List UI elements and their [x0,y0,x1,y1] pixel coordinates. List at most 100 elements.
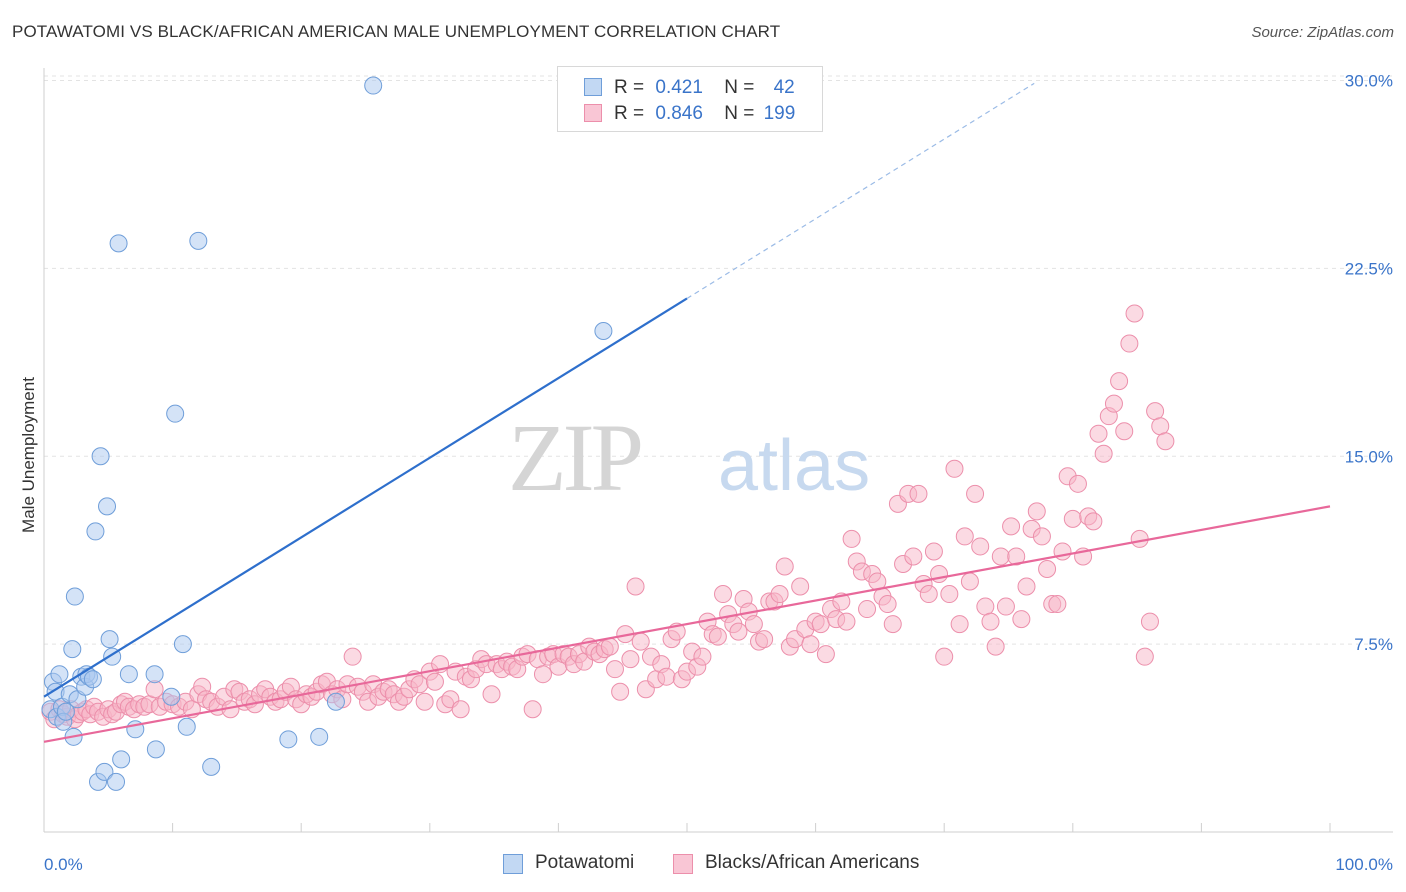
data-point [1002,517,1021,536]
data-point [364,76,383,95]
data-point [91,447,110,466]
data-point [611,682,630,701]
data-point [1125,304,1144,323]
legend-r-value: 0.421 [655,77,703,98]
y-axis-label: Male Unemployment [19,377,38,533]
data-point [1115,422,1134,441]
data-point [451,700,470,719]
data-point [950,615,969,634]
data-point [146,740,165,759]
data-point [166,404,185,423]
data-point [842,529,861,548]
legend-swatch-blue [584,78,602,96]
correlation-legend: R = 0.421 N = 42 R = 0.846 N = 199 [557,66,823,132]
data-point [991,547,1010,566]
data-point [924,542,943,561]
watermark-atlas: atlas [718,426,870,506]
data-point [1110,372,1129,391]
data-point [177,717,196,736]
data-point [1120,334,1139,353]
data-point [1012,610,1031,629]
data-point [533,665,552,684]
data-point [523,700,542,719]
data-point [50,665,69,684]
data-point [343,647,362,666]
data-point [996,597,1015,616]
data-point [791,577,810,596]
legend-n-label: N = [724,103,755,124]
data-point [981,612,1000,631]
data-point [63,640,82,659]
x-tick-label: 0.0% [44,855,83,874]
data-point [56,702,75,721]
data-point [904,547,923,566]
data-point [1032,527,1051,546]
y-tick-label: 15.0% [1345,447,1393,466]
legend-r-label: R = [614,103,645,124]
data-point [594,322,613,341]
legend-n-value: 199 [763,103,796,124]
data-point [986,637,1005,656]
trend-lines [43,82,1331,743]
data-point [1027,502,1046,521]
data-point [919,585,938,604]
data-point [976,597,995,616]
data-point [693,647,712,666]
data-point [816,645,835,664]
data-point [811,615,830,634]
data-point [755,630,774,649]
data-point [1007,547,1026,566]
data-point [415,692,434,711]
data-point [95,762,114,781]
y-tick-label: 30.0% [1345,72,1393,91]
potawatomi-trend-line [43,297,688,698]
legend-n-value: 42 [773,77,795,98]
data-point [145,665,164,684]
data-point [310,727,329,746]
data-point [1156,432,1175,451]
data-point [775,557,794,576]
data-point [189,231,208,250]
data-point [960,572,979,591]
data-point [621,650,640,669]
data-point [1135,647,1154,666]
data-point [425,672,444,691]
bottom-legend-label: Blacks/African Americans [705,852,920,873]
data-point [65,587,84,606]
data-point [909,484,928,503]
data-point [119,665,138,684]
data-point [837,612,856,631]
data-point [1151,417,1170,436]
data-point [631,632,650,651]
data-point [945,459,964,478]
series-potawatomi-points [41,76,613,791]
data-point [107,772,126,791]
source-label: Source: ZipAtlas.com [1251,24,1394,41]
data-point [98,497,117,516]
data-point [729,622,748,641]
data-point [1063,509,1082,528]
data-point [1089,424,1108,443]
data-point [112,750,131,769]
grid-layer [44,75,1393,645]
bottom-legend-label: Potawatomi [535,852,635,873]
data-point [86,522,105,541]
y-tick-label: 22.5% [1345,259,1393,278]
data-point [605,660,624,679]
data-point [626,577,645,596]
data-point [955,527,974,546]
data-point [935,647,954,666]
data-point [1140,612,1159,631]
data-point [1146,402,1165,421]
data-point [657,667,676,686]
data-point [1038,559,1057,578]
data-point [1017,577,1036,596]
legend-n-label: N = [724,77,755,98]
data-point [326,692,345,711]
data-point [966,484,985,503]
data-point [878,595,897,614]
data-point [1130,529,1149,548]
data-point [1104,394,1123,413]
bottom-legend-swatch-pink [673,854,693,874]
data-point [482,685,501,704]
